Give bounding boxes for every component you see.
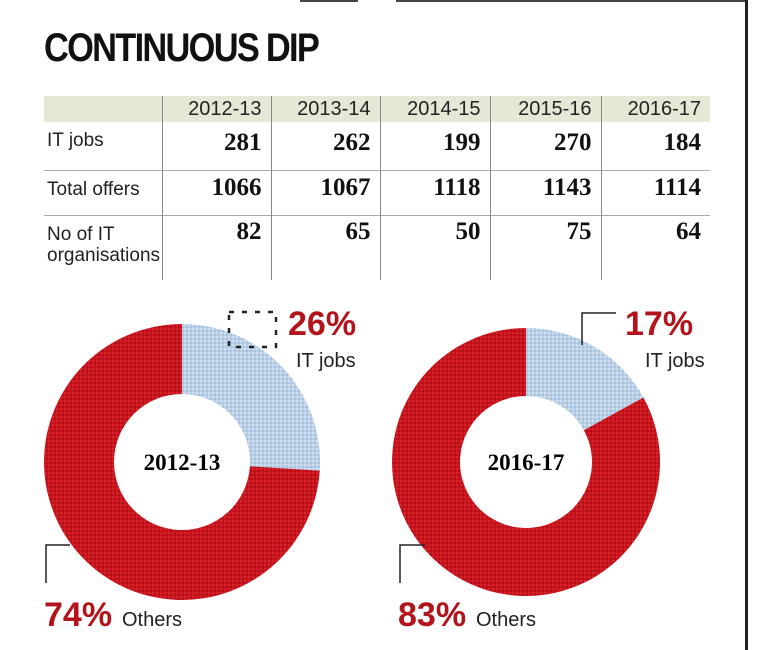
- table-cell: 64: [600, 215, 710, 280]
- donut-slices: [44, 324, 320, 600]
- donut-chart-2012-13: 2012-13 26% IT jobs 74% Others: [44, 305, 356, 634]
- column-header: 2012-13: [161, 96, 271, 122]
- chart-title: CONTINUOUS DIP: [44, 26, 320, 70]
- table-row: IT jobs 281 262 199 270 184: [44, 122, 710, 171]
- table-cell: 199: [379, 122, 490, 171]
- column-header: 2016-17: [600, 96, 710, 122]
- table-header-corner: [44, 96, 162, 122]
- data-table: 2012-13 2013-14 2014-15 2015-16 2016-17 …: [44, 96, 710, 280]
- table-cell: 1143: [489, 170, 601, 216]
- donut-center-label: 2012-13: [144, 450, 221, 475]
- table-row: No of IT organisations 82 65 50 75 64: [44, 215, 710, 280]
- donut-slice-others: [44, 324, 320, 600]
- row-label: No of IT organisations: [44, 215, 162, 280]
- row-label: Total offers: [44, 170, 162, 216]
- column-header: 2013-14: [270, 96, 380, 122]
- table-cell: 270: [489, 122, 601, 171]
- it-jobs-category-label: IT jobs: [296, 350, 356, 372]
- table-cell: 184: [600, 122, 710, 171]
- top-frame-line: [396, 0, 745, 2]
- donut-chart-2016-17: 2016-17 17% IT jobs 83% Others: [391, 305, 705, 634]
- table-cell: 75: [489, 215, 601, 280]
- table-cell: 262: [270, 122, 380, 171]
- others-percent-label: 74%: [44, 596, 112, 634]
- others-percent-label: 83%: [398, 596, 466, 634]
- donut-slice-others: [391, 328, 660, 596]
- table-cell: 1114: [600, 170, 710, 216]
- table-cell: 1066: [161, 170, 271, 216]
- donut-slice-it-jobs: [182, 324, 320, 471]
- donut-center-label: 2016-17: [488, 450, 565, 475]
- it-jobs-percent-label: 26%: [288, 305, 356, 343]
- row-label: IT jobs: [47, 130, 104, 151]
- donut-slice-it-jobs: [526, 328, 644, 431]
- table-cell: 1067: [270, 170, 380, 216]
- column-header: 2015-16: [489, 96, 601, 122]
- it-jobs-percent-label: 17%: [625, 305, 693, 343]
- table-cell: 1118: [379, 170, 490, 216]
- table-row: Total offers 1066 1067 1118 1143 1114: [44, 170, 710, 216]
- others-leader-line: [399, 544, 425, 583]
- top-frame-line: [300, 0, 358, 2]
- others-leader-line: [45, 544, 70, 583]
- others-category-label: Others: [476, 609, 536, 631]
- table-cell: 82: [161, 215, 271, 280]
- it-jobs-category-label: IT jobs: [645, 350, 705, 372]
- right-frame-border: [745, 0, 748, 650]
- others-category-label: Others: [122, 609, 182, 631]
- column-header: 2014-15: [379, 96, 490, 122]
- leader-box: [227, 310, 278, 349]
- it-jobs-leader-line: [581, 312, 616, 345]
- table-header-row: 2012-13 2013-14 2014-15 2015-16 2016-17: [44, 96, 710, 122]
- table-cell: 50: [379, 215, 490, 280]
- donut-slices: [391, 328, 660, 596]
- table-cell: 281: [161, 122, 271, 171]
- table-cell: 65: [270, 215, 380, 280]
